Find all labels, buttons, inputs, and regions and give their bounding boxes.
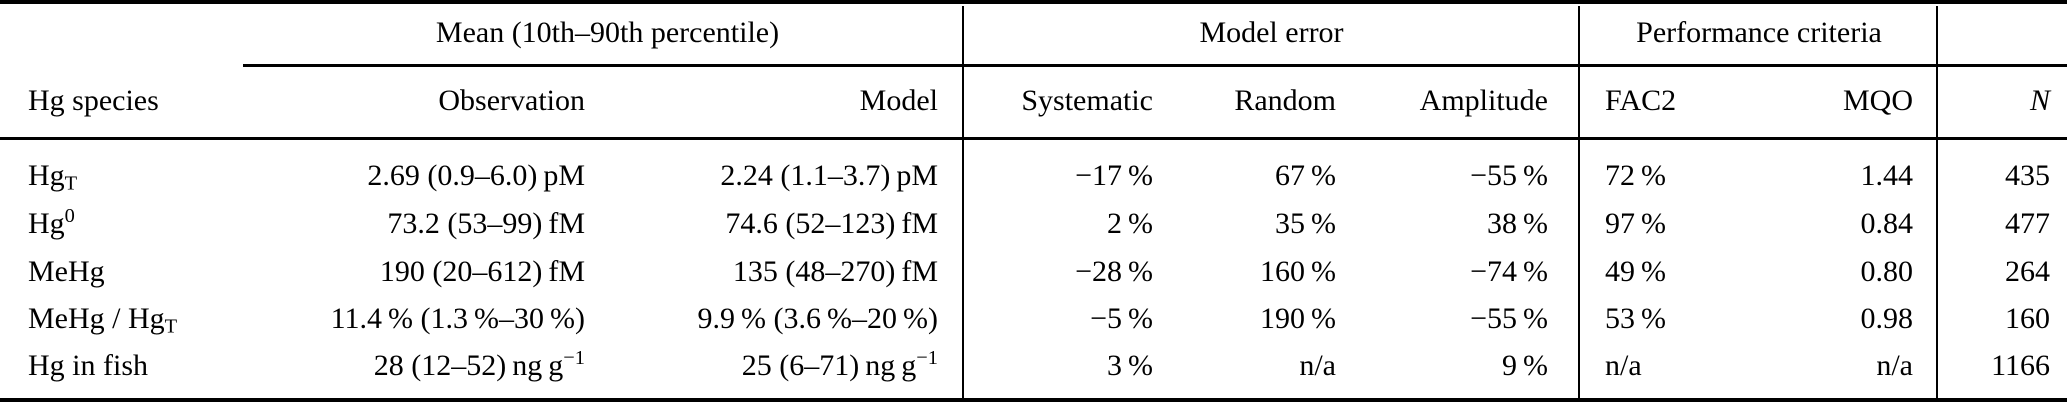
column-header-observation: Observation [438,84,585,117]
table-row-mehg-hgt-ratio: MeHg / HgT 11.4 % (1.3 %–30 %) 9.9 % (3.… [0,295,2067,343]
observation-value: 2.69 (0.9–6.0) pM [367,159,585,192]
random-error-value: 190 % [1260,302,1336,335]
column-header-random: Random [1234,84,1336,117]
systematic-error-value: 2 % [1107,207,1153,240]
divider-model-vs-model-error [962,6,964,398]
column-header-model: Model [859,84,938,117]
amplitude-error-value: −74 % [1470,255,1548,288]
column-header-systematic: Systematic [1021,84,1153,117]
systematic-error-value: −17 % [1075,159,1153,192]
column-header-hg-species: Hg species [28,84,159,117]
column-group-header-row: Mean (10th–90th percentile) Model error … [0,6,2067,60]
table-row-hg-in-fish: Hg in fish 28 (12–52) ng g−1 25 (6–71) n… [0,342,2067,390]
column-header-row: Hg species Observation Model Systematic … [0,70,2067,132]
column-header-amplitude: Amplitude [1419,84,1548,117]
mqo-value: 1.44 [1860,159,1914,192]
model-value: 9.9 % (3.6 %–20 %) [697,302,938,335]
table-top-rule [0,0,2067,4]
species-label: Hg in fish [28,349,148,382]
group-header-model-error: Model error [1199,16,1344,49]
random-error-value: 67 % [1275,159,1336,192]
model-value: 2.24 (1.1–3.7) pM [720,159,938,192]
observation-value: 28 (12–52) ng g−1 [373,346,585,382]
divider-performance-vs-n [1936,6,1938,398]
amplitude-error-value: −55 % [1470,159,1548,192]
mqo-value: 0.98 [1860,302,1914,335]
random-error-value: n/a [1299,349,1336,382]
sample-count-value: 435 [2005,159,2050,192]
column-header-mqo: MQO [1842,84,1913,117]
mqo-value: 0.80 [1860,255,1914,288]
systematic-error-value: 3 % [1107,349,1153,382]
column-header-n: N [2029,84,2050,117]
amplitude-error-value: 9 % [1502,349,1548,382]
observation-value: 73.2 (53–99) fM [387,207,585,240]
systematic-error-value: −5 % [1090,302,1153,335]
column-header-fac2: FAC2 [1605,84,1677,117]
fac2-value: n/a [1605,349,1642,382]
fac2-value: 53 % [1605,302,1666,335]
species-label: MeHg / HgT [28,302,178,338]
table-header-subrule [243,64,2067,67]
table-row-hg0: Hg0 73.2 (53–99) fM 74.6 (52–123) fM 2 %… [0,200,2067,248]
sample-count-value: 477 [2005,207,2050,240]
sample-count-value: 264 [2005,255,2050,288]
observation-value: 11.4 % (1.3 %–30 %) [330,302,585,335]
amplitude-error-value: −55 % [1470,302,1548,335]
table-bottom-rule [0,398,2067,402]
sample-count-value: 1166 [1991,349,2050,382]
amplitude-error-value: 38 % [1487,207,1548,240]
group-header-performance-criteria: Performance criteria [1636,16,1882,49]
species-label: HgT [28,159,78,195]
divider-model-error-vs-performance [1578,6,1580,398]
systematic-error-value: −28 % [1075,255,1153,288]
species-label: Hg0 [28,204,75,240]
table-row-hgt: HgT 2.69 (0.9–6.0) pM 2.24 (1.1–3.7) pM … [0,152,2067,200]
model-value: 25 (6–71) ng g−1 [741,346,938,382]
group-header-mean-percentile: Mean (10th–90th percentile) [435,16,780,49]
observation-value: 190 (20–612) fM [379,255,585,288]
fac2-value: 97 % [1605,207,1666,240]
table-row-mehg: MeHg 190 (20–612) fM 135 (48–270) fM −28… [0,248,2067,296]
fac2-value: 49 % [1605,255,1666,288]
table-header-rule [0,137,2067,140]
random-error-value: 160 % [1260,255,1336,288]
sample-count-value: 160 [2005,302,2050,335]
mqo-value: 0.84 [1860,207,1914,240]
fac2-value: 72 % [1605,159,1666,192]
model-value: 135 (48–270) fM [732,255,938,288]
species-label: MeHg [28,255,105,288]
mqo-value: n/a [1876,349,1913,382]
random-error-value: 35 % [1275,207,1336,240]
model-value: 74.6 (52–123) fM [725,207,938,240]
